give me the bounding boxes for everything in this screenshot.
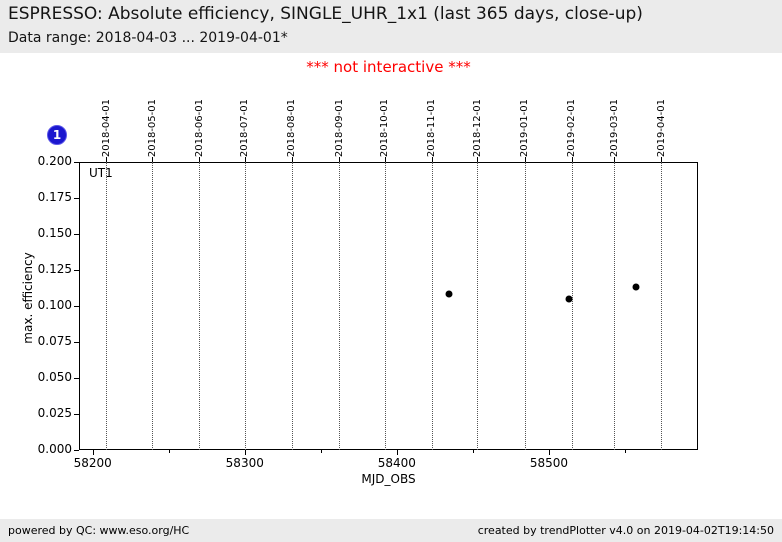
top-date-label: 2019-01-01	[518, 87, 532, 157]
top-date-label-text: 2018-08-01	[286, 98, 298, 157]
top-date-label-text: 2018-05-01	[146, 98, 158, 157]
top-date-label-text: 2019-02-01	[566, 98, 578, 157]
top-date-label-text: 2018-04-01	[100, 98, 112, 157]
x-tick	[396, 450, 398, 455]
telescope-inset-label: UT1	[89, 166, 113, 180]
top-date-label: 2018-08-01	[285, 87, 299, 157]
top-date-label: 2019-03-01	[607, 87, 621, 157]
x-axis-title: MJD_OBS	[361, 472, 416, 486]
top-date-label: 2018-07-01	[238, 87, 252, 157]
top-date-label: 2019-02-01	[565, 87, 579, 157]
x-minor-tick	[320, 450, 322, 453]
top-date-label-text: 2019-04-01	[655, 98, 667, 157]
x-minor-tick	[472, 450, 474, 453]
x-tick	[92, 450, 94, 455]
top-date-label: 2018-06-01	[192, 87, 206, 157]
page-title: ESPRESSO: Absolute efficiency, SINGLE_UH…	[8, 4, 643, 24]
plot-area: UT1	[79, 162, 698, 450]
x-minor-tick	[168, 450, 170, 453]
top-date-label-text: 2018-07-01	[239, 98, 251, 157]
footer-created-by: created by trendPlotter v4.0 on 2019-04-…	[477, 524, 774, 537]
y-tick-label: 0.000	[37, 442, 72, 456]
y-tick-label: 0.150	[37, 226, 72, 240]
x-tick-label: 58200	[73, 456, 112, 470]
top-date-label-text: 2018-06-01	[193, 98, 205, 157]
y-tick-label: 0.050	[37, 370, 72, 384]
not-interactive-notice: *** not interactive ***	[306, 58, 471, 76]
top-date-label: 2018-04-01	[99, 87, 113, 157]
top-date-label-text: 2018-10-01	[379, 98, 391, 157]
footer-bar: powered by QC: www.eso.org/HC created by…	[0, 519, 782, 542]
top-date-label: 2018-09-01	[332, 87, 346, 157]
top-date-label: 2018-10-01	[378, 87, 392, 157]
x-tick	[548, 450, 550, 455]
data-range-subtitle: Data range: 2018-04-03 ... 2019-04-01*	[8, 30, 288, 46]
top-date-label: 2018-11-01	[425, 87, 439, 157]
y-tick	[74, 450, 79, 451]
top-date-label-text: 2018-11-01	[426, 98, 438, 157]
y-axis-title: max. efficiency	[21, 252, 35, 344]
top-date-label-text: 2019-01-01	[519, 98, 531, 157]
header-bar: ESPRESSO: Absolute efficiency, SINGLE_UH…	[0, 0, 782, 53]
x-minor-tick	[624, 450, 626, 453]
y-tick-label: 0.175	[37, 190, 72, 204]
footer-powered-by: powered by QC: www.eso.org/HC	[8, 524, 190, 537]
y-tick-label: 0.025	[37, 406, 72, 420]
top-date-label: 2018-05-01	[145, 87, 159, 157]
top-date-label-text: 2019-03-01	[608, 98, 620, 157]
x-tick-label: 58300	[225, 456, 264, 470]
top-date-label: 2019-04-01	[654, 87, 668, 157]
y-tick-label: 0.200	[37, 154, 72, 168]
x-tick	[244, 450, 246, 455]
top-date-label-text: 2018-12-01	[471, 98, 483, 157]
top-date-label-text: 2018-09-01	[333, 98, 345, 157]
plot-number-badge: 1	[47, 125, 67, 145]
x-tick-label: 58400	[377, 456, 416, 470]
x-tick-label: 58500	[529, 456, 569, 470]
top-date-label: 2018-12-01	[470, 87, 484, 157]
